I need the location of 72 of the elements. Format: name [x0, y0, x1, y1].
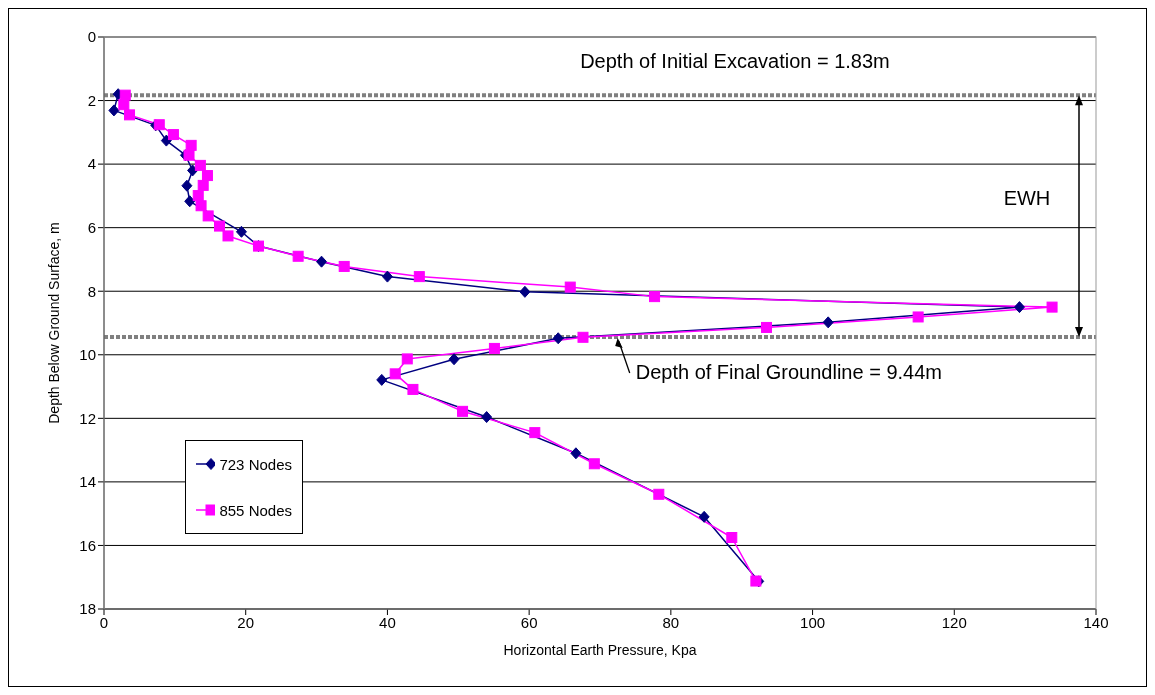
point	[316, 255, 328, 268]
x-tick-label: 80	[662, 613, 680, 631]
point	[564, 281, 576, 293]
point	[448, 353, 460, 366]
point	[167, 129, 179, 141]
y-axis-title: Depth Below Ground Surface, m	[45, 222, 62, 424]
point	[413, 271, 425, 283]
point	[214, 220, 225, 232]
point	[1013, 301, 1025, 314]
x-tick-label: 120	[941, 613, 967, 631]
y-tick-label: 8	[87, 282, 96, 300]
y-tick-label: 0	[87, 28, 96, 46]
point	[376, 373, 388, 386]
point	[202, 210, 214, 222]
point	[577, 331, 589, 343]
point	[1046, 301, 1058, 313]
point	[649, 291, 661, 303]
point	[401, 353, 413, 365]
point	[457, 405, 469, 417]
y-tick-label: 10	[79, 346, 96, 364]
y-tick-label: 14	[79, 473, 96, 491]
point	[194, 159, 206, 171]
point	[529, 427, 541, 439]
point	[698, 510, 710, 523]
point	[726, 532, 738, 543]
legend-label: 855 Nodes	[219, 501, 292, 519]
point	[108, 104, 120, 117]
point	[761, 321, 773, 333]
x-tick-label: 100	[800, 613, 826, 631]
point	[181, 179, 193, 192]
y-tick-label: 18	[79, 600, 96, 618]
y-tick-label: 16	[79, 536, 96, 554]
x-tick-label: 60	[520, 613, 538, 631]
point	[588, 458, 600, 470]
point	[197, 179, 209, 191]
point	[519, 285, 531, 298]
ref-line-label: Depth of Initial Excavation = 1.83m	[580, 50, 890, 73]
point	[192, 190, 204, 202]
point	[183, 149, 195, 161]
x-axis-title: Horizontal Earth Pressure, Kpa	[503, 642, 697, 658]
point	[653, 488, 665, 500]
point	[822, 316, 834, 329]
x-tick-label: 20	[237, 613, 255, 631]
legend-label: 723 Nodes	[219, 455, 292, 473]
point	[481, 411, 493, 424]
point	[222, 230, 234, 242]
point	[124, 109, 136, 121]
x-tick-label: 0	[99, 613, 109, 631]
point	[407, 383, 419, 395]
point	[201, 170, 213, 182]
point	[552, 332, 564, 345]
y-tick-label: 12	[79, 409, 96, 427]
point	[195, 200, 207, 212]
ref-line-label: Depth of Final Groundline = 9.44m	[635, 360, 943, 383]
annotation: EWH	[1003, 187, 1051, 210]
y-tick-label: 2	[87, 91, 96, 109]
point	[184, 195, 196, 208]
point	[381, 270, 393, 283]
point	[160, 134, 172, 147]
point	[570, 447, 582, 460]
y-tick-label: 4	[87, 155, 96, 173]
point	[912, 311, 924, 323]
point	[488, 342, 500, 354]
point	[118, 99, 130, 111]
point	[389, 368, 401, 380]
point	[338, 260, 350, 272]
x-tick-label: 40	[379, 613, 396, 631]
x-tick-label: 140	[1083, 613, 1109, 631]
point	[185, 139, 197, 151]
y-tick-label: 6	[87, 218, 96, 236]
point	[235, 225, 247, 238]
point	[292, 250, 304, 262]
